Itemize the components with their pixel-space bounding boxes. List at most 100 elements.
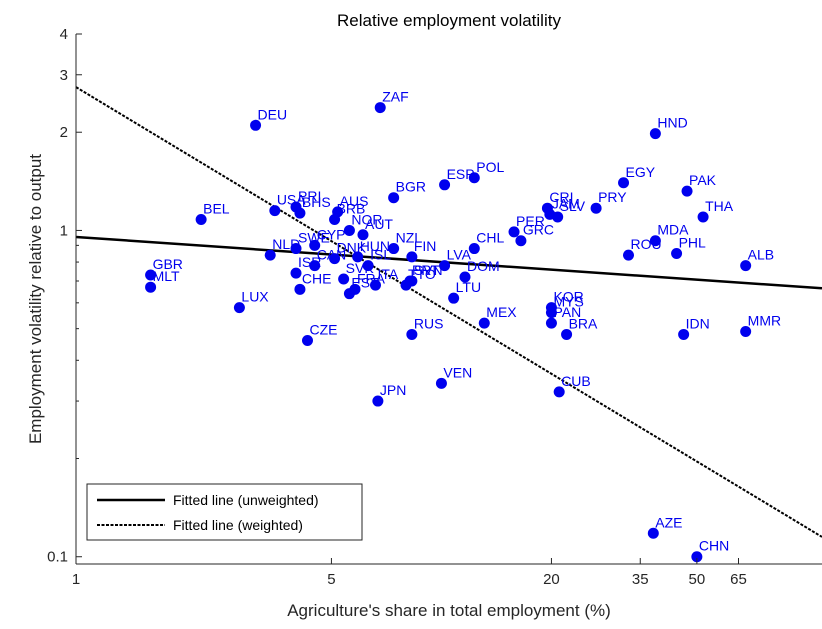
point-label-ltu: LTU	[456, 279, 481, 295]
chart-title: Relative employment volatility	[337, 11, 561, 30]
y-tick-label: 1	[60, 222, 68, 239]
point-label-hnd: HND	[657, 115, 687, 131]
point-label-pak: PAK	[689, 172, 717, 188]
point-pol	[468, 172, 480, 184]
point-rou	[622, 249, 634, 261]
point-label-hun: HUN	[360, 238, 390, 254]
point-chl	[468, 243, 480, 255]
point-swe	[290, 243, 302, 255]
point-label-ven: VEN	[443, 364, 472, 380]
point-ita	[369, 279, 381, 291]
point-dom	[459, 271, 471, 283]
point-pan	[545, 317, 557, 329]
point-brb	[329, 214, 341, 226]
point-slv	[552, 211, 564, 223]
point-label-esp: ESP	[447, 166, 475, 182]
fitted-line-weighted	[75, 86, 822, 538]
point-gbr	[145, 269, 157, 281]
point-label-bhs: BHS	[302, 194, 331, 210]
axes	[75, 34, 822, 565]
x-tick-label: 65	[730, 571, 747, 588]
point-cub	[553, 386, 565, 398]
point-label-lux: LUX	[241, 289, 269, 305]
point-label-dom: DOM	[467, 258, 500, 274]
point-label-lva: LVA	[447, 247, 472, 263]
point-esp	[439, 179, 451, 191]
point-label-dnk: DNK	[337, 240, 367, 256]
point-label-aut: AUT	[365, 216, 393, 232]
legend-label-unweighted: Fitted line (unweighted)	[173, 492, 319, 508]
point-label-pry: PRY	[598, 189, 627, 205]
point-chn	[691, 551, 703, 563]
y-ticks: 0.1 1 2 3 4	[47, 26, 82, 566]
point-label-mmr: MMR	[748, 313, 781, 329]
point-mys	[545, 307, 557, 319]
point-deu	[250, 119, 262, 131]
point-label-slv: SLV	[560, 198, 586, 214]
point-aut	[357, 229, 369, 241]
x-axis-title: Agriculture's share in total employment …	[287, 601, 611, 620]
point-label-nor: NOR	[351, 211, 382, 227]
point-label-pri: PRI	[298, 188, 321, 204]
point-egy	[618, 177, 630, 189]
point-label-mys: MYS	[553, 294, 583, 310]
point-nzl	[388, 243, 400, 255]
point-jpn	[372, 395, 384, 407]
point-cze	[301, 334, 313, 346]
x-tick-label: 20	[543, 571, 560, 588]
x-ticks: 1 5 20 35 50 65	[72, 558, 747, 588]
point-label-jam: JAM	[552, 195, 580, 211]
point-label-phl: PHL	[679, 234, 706, 250]
point-usa	[269, 205, 281, 217]
point-zaf	[374, 102, 386, 114]
point-pry	[590, 202, 602, 214]
point-isr	[290, 267, 302, 279]
point-can	[309, 260, 321, 272]
point-bgr	[388, 192, 400, 204]
x-tick-label: 1	[72, 571, 80, 588]
point-label-che: CHE	[302, 270, 332, 286]
point-che	[294, 283, 306, 295]
point-label-aus: AUS	[340, 193, 369, 209]
point-tto	[400, 279, 412, 291]
point-label-cri: CRI	[549, 189, 573, 205]
point-aze	[647, 527, 659, 539]
point-lva	[439, 260, 451, 272]
point-ltu	[448, 292, 460, 304]
y-tick-label: 3	[60, 67, 68, 84]
data-points: GBRMLTBELLUXDEUUSANLDPRIBHSSWEISRCHECANC…	[145, 89, 781, 563]
x-tick-label: 50	[689, 571, 706, 588]
point-label-ita: ITA	[377, 266, 398, 282]
point-label-rus: RUS	[414, 315, 444, 331]
point-fin	[406, 251, 418, 263]
y-tick-label: 2	[60, 124, 68, 141]
point-nor	[343, 224, 355, 236]
point-bhs	[294, 207, 306, 219]
point-label-kor: KOR	[553, 289, 583, 305]
y-axis-title: Employment volatility relative to output	[26, 154, 45, 444]
point-label-cyp: CYP	[317, 226, 346, 242]
point-label-zaf: ZAF	[382, 89, 408, 105]
point-label-nzl: NZL	[396, 230, 423, 246]
point-mda	[649, 235, 661, 247]
point-label-chn: CHN	[699, 538, 729, 554]
point-label-svn: SVN	[414, 262, 443, 278]
point-label-isl: ISL	[370, 247, 391, 263]
point-mlt	[145, 281, 157, 293]
point-label-bgr: BGR	[396, 179, 426, 195]
point-phl	[671, 247, 683, 259]
point-label-grc: GRC	[523, 222, 554, 238]
point-label-bra: BRA	[569, 315, 598, 331]
point-dnk	[329, 253, 341, 265]
x-tick-label: 35	[632, 571, 649, 588]
point-label-mlt: MLT	[153, 268, 180, 284]
point-label-pol: POL	[476, 159, 504, 175]
point-mex	[478, 317, 490, 329]
point-mmr	[740, 326, 752, 338]
point-label-aze: AZE	[655, 514, 682, 530]
point-label-egy: EGY	[626, 164, 656, 180]
point-label-deu: DEU	[258, 106, 288, 122]
point-idn	[678, 328, 690, 340]
point-est	[343, 288, 355, 300]
